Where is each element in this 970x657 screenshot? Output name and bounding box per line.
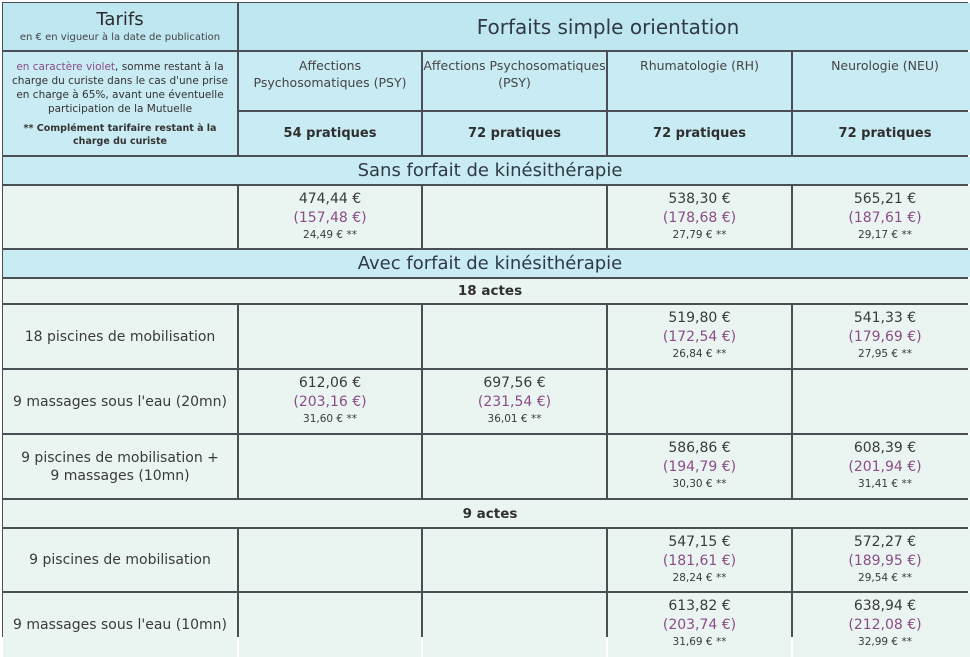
price-main: 586,86 €: [668, 440, 731, 456]
price-complement: 28,24 € **: [672, 572, 727, 584]
price-main: 541,33 €: [853, 310, 917, 326]
price-violet: (194,79 €): [662, 459, 737, 475]
column-header-rh: Rhumatologie (RH): [608, 52, 791, 110]
tarifs-header-cell: Tarifs en € en vigueur à la date de publ…: [3, 3, 237, 50]
price-cell: 519,80 € (172,54 €) 26,84 € **: [608, 305, 791, 368]
price-violet: (178,68 €): [662, 210, 737, 226]
row-label-sans: [3, 186, 237, 248]
price-cell-empty: [423, 186, 606, 248]
price-violet: (212,08 €): [848, 617, 922, 633]
price-main: 613,82 €: [668, 598, 731, 614]
legend-note: en caractère violet, somme restant à la …: [9, 60, 231, 116]
price-main: 547,15 €: [668, 534, 731, 550]
price-cell-empty: [423, 305, 606, 368]
subsection-9-actes: 9 actes: [3, 500, 970, 527]
price-violet: (157,48 €): [293, 210, 367, 226]
price-main: 565,21 €: [853, 191, 917, 207]
row-label-9-piscines: 9 piscines de mobilisation: [3, 529, 237, 591]
pratiques-psy-54: 54 pratiques: [239, 112, 421, 155]
pratiques-neu: 72 pratiques: [793, 112, 970, 155]
price-cell-empty: [239, 529, 421, 591]
price-violet: (187,61 €): [848, 210, 922, 226]
price-cell: 474,44 € (157,48 €) 24,49 € **: [239, 186, 421, 248]
price-violet: (231,54 €): [477, 394, 552, 410]
price-main: 612,06 €: [298, 375, 362, 391]
price-main: 697,56 €: [483, 375, 546, 391]
price-complement: 36,01 € **: [487, 413, 542, 425]
price-cell: 547,15 € (181,61 €) 28,24 € **: [608, 529, 791, 591]
row-label-18-piscines: 18 piscines de mobilisation: [3, 305, 237, 368]
price-complement: 31,60 € **: [303, 413, 357, 425]
price-main: 572,27 €: [853, 534, 917, 550]
legend-violet-text: en caractère violet: [16, 60, 116, 73]
row-label-18-mixte: 9 piscines de mobilisation + 9 massages …: [3, 435, 237, 498]
legend-note-cell: en caractère violet, somme restant à la …: [3, 52, 237, 155]
price-violet: (201,94 €): [848, 459, 922, 475]
price-cell: 586,86 € (194,79 €) 30,30 € **: [608, 435, 791, 498]
price-main: 638,94 €: [853, 598, 917, 614]
price-complement: 31,41 € **: [858, 478, 912, 490]
price-cell-empty: [423, 593, 606, 657]
column-header-psy-54: Affections Psychosomatiques (PSY): [239, 52, 421, 110]
section-avec-kine: Avec forfait de kinésithérapie: [3, 250, 970, 277]
forfaits-title: Forfaits simple orientation: [476, 14, 740, 39]
price-complement: 32,99 € **: [858, 636, 912, 648]
price-cell: 608,39 € (201,94 €) 31,41 € **: [793, 435, 970, 498]
section-sans-kine: Sans forfait de kinésithérapie: [3, 157, 970, 184]
column-header-neu: Neurologie (NEU): [793, 52, 970, 110]
price-complement: 31,69 € **: [672, 636, 727, 648]
price-violet: (189,95 €): [848, 553, 922, 569]
price-cell: 612,06 € (203,16 €) 31,60 € **: [239, 370, 421, 433]
price-cell: 613,82 € (203,74 €) 31,69 € **: [608, 593, 791, 657]
price-cell-empty: [239, 435, 421, 498]
price-violet: (203,74 €): [662, 617, 737, 633]
price-cell: 697,56 € (231,54 €) 36,01 € **: [423, 370, 606, 433]
price-cell: 541,33 € (179,69 €) 27,95 € **: [793, 305, 970, 368]
row-label-18-massages: 9 massages sous l'eau (20mn): [3, 370, 237, 433]
price-violet: (172,54 €): [662, 329, 737, 345]
price-cell: 538,30 € (178,68 €) 27,79 € **: [608, 186, 791, 248]
price-cell: 638,94 € (212,08 €) 32,99 € **: [793, 593, 970, 657]
price-main: 519,80 €: [668, 310, 731, 326]
price-violet: (181,61 €): [662, 553, 737, 569]
price-main: 538,30 €: [668, 191, 731, 207]
price-cell: 572,27 € (189,95 €) 29,54 € **: [793, 529, 970, 591]
price-complement: 29,17 € **: [858, 229, 912, 241]
price-violet: (203,16 €): [293, 394, 367, 410]
row-label-line: 9 massages (10mn): [50, 467, 190, 484]
tarifs-title: Tarifs: [96, 9, 144, 30]
price-violet: (179,69 €): [848, 329, 922, 345]
price-main: 608,39 €: [853, 440, 917, 456]
pratiques-rh: 72 pratiques: [608, 112, 791, 155]
price-complement: 24,49 € **: [303, 229, 357, 241]
price-main: 474,44 €: [298, 191, 362, 207]
price-cell-empty: [608, 370, 791, 433]
legend-note-text: , somme restant à la charge du curiste d…: [12, 60, 228, 115]
price-cell-empty: [239, 305, 421, 368]
price-complement: 27,79 € **: [672, 229, 727, 241]
column-header-psy-72: Affections Psychosomatiques (PSY): [423, 52, 606, 110]
row-label-9-massages: 9 massages sous l'eau (10mn): [3, 593, 237, 657]
legend-complement: ** Complément tarifaire restant à la cha…: [23, 122, 217, 147]
price-cell: 565,21 € (187,61 €) 29,17 € **: [793, 186, 970, 248]
price-complement: 29,54 € **: [858, 572, 912, 584]
subsection-18-actes: 18 actes: [3, 279, 970, 303]
tarifs-subtitle: en € en vigueur à la date de publication: [19, 32, 221, 43]
price-complement: 30,30 € **: [672, 478, 727, 490]
row-label-line: 9 piscines de mobilisation +: [21, 449, 219, 466]
price-cell-empty: [793, 370, 970, 433]
price-complement: 27,95 € **: [858, 348, 912, 360]
price-cell-empty: [423, 435, 606, 498]
price-cell-empty: [239, 593, 421, 657]
pratiques-psy-72: 72 pratiques: [423, 112, 606, 155]
price-complement: 26,84 € **: [672, 348, 727, 360]
price-cell-empty: [423, 529, 606, 591]
forfaits-header-cell: Forfaits simple orientation: [239, 3, 970, 50]
